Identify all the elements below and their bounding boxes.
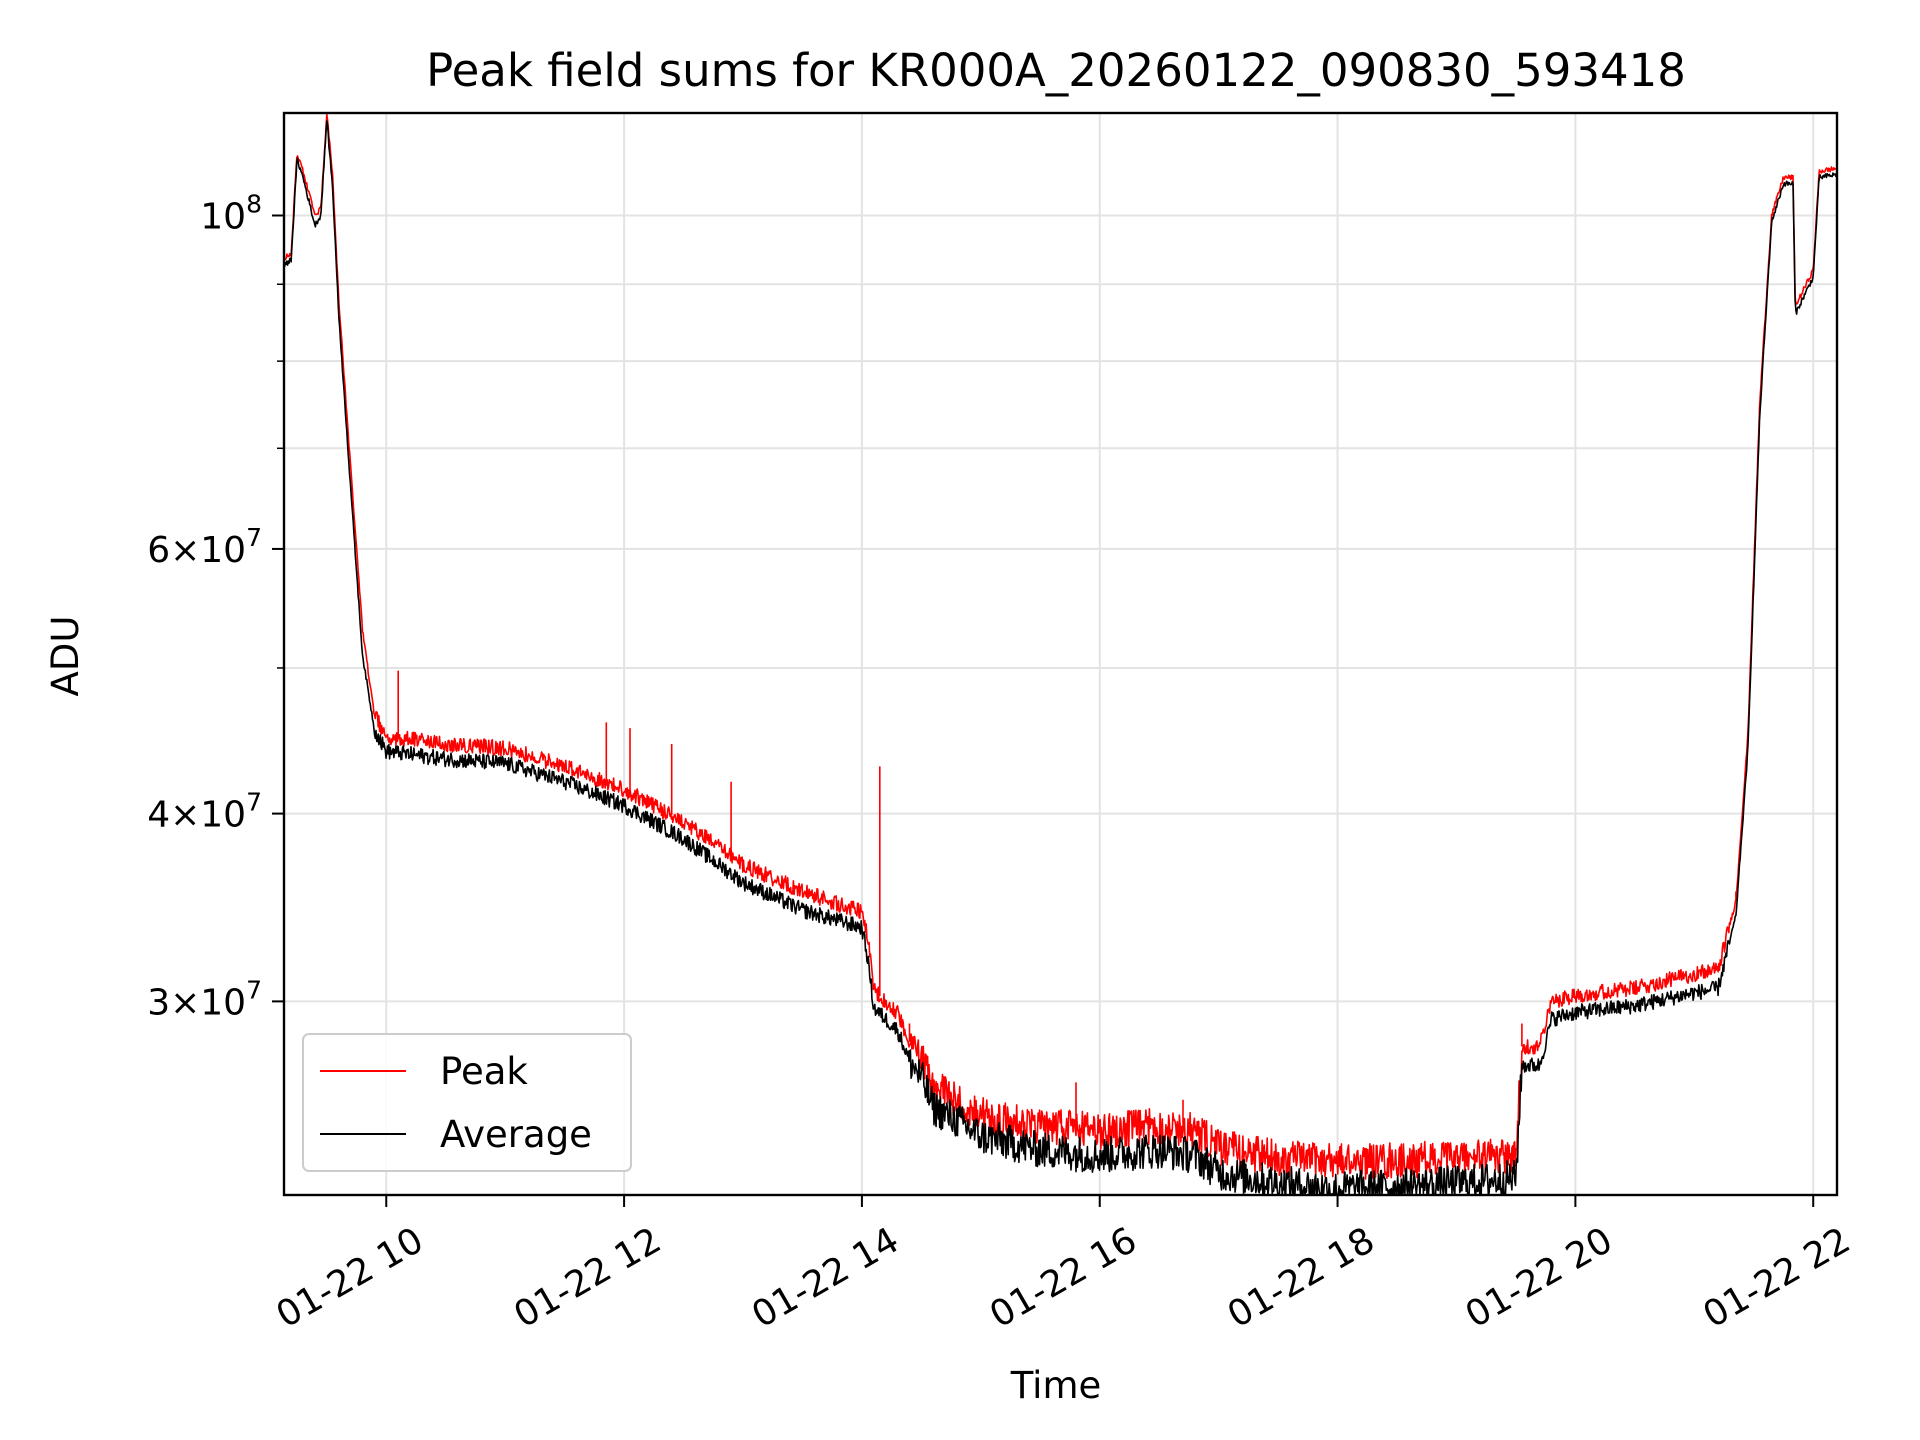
series-line-peak — [283, 113, 1837, 1180]
chart-title: Peak field sums for KR000A_20260122_0908… — [426, 44, 1686, 97]
y-tick-label-3: 108 — [200, 189, 262, 237]
x-axis-label: Time — [1010, 1364, 1102, 1407]
axes-layer — [282, 111, 1839, 1197]
y-tick-label-2: 6×107 — [147, 523, 262, 571]
y-tick-label-0: 3×107 — [147, 975, 262, 1023]
legend-box — [302, 1033, 632, 1172]
legend: Peak Average — [302, 1033, 632, 1172]
series-layer — [283, 113, 1838, 1196]
series-line-average — [283, 120, 1838, 1196]
plot-frame — [282, 111, 1839, 1197]
legend-label-peak: Peak — [440, 1050, 528, 1093]
grid-layer — [284, 113, 1837, 1195]
legend-label-average: Average — [440, 1113, 592, 1156]
y-tick-label-1: 4×107 — [147, 788, 262, 836]
y-axis-label: ADU — [44, 616, 87, 697]
